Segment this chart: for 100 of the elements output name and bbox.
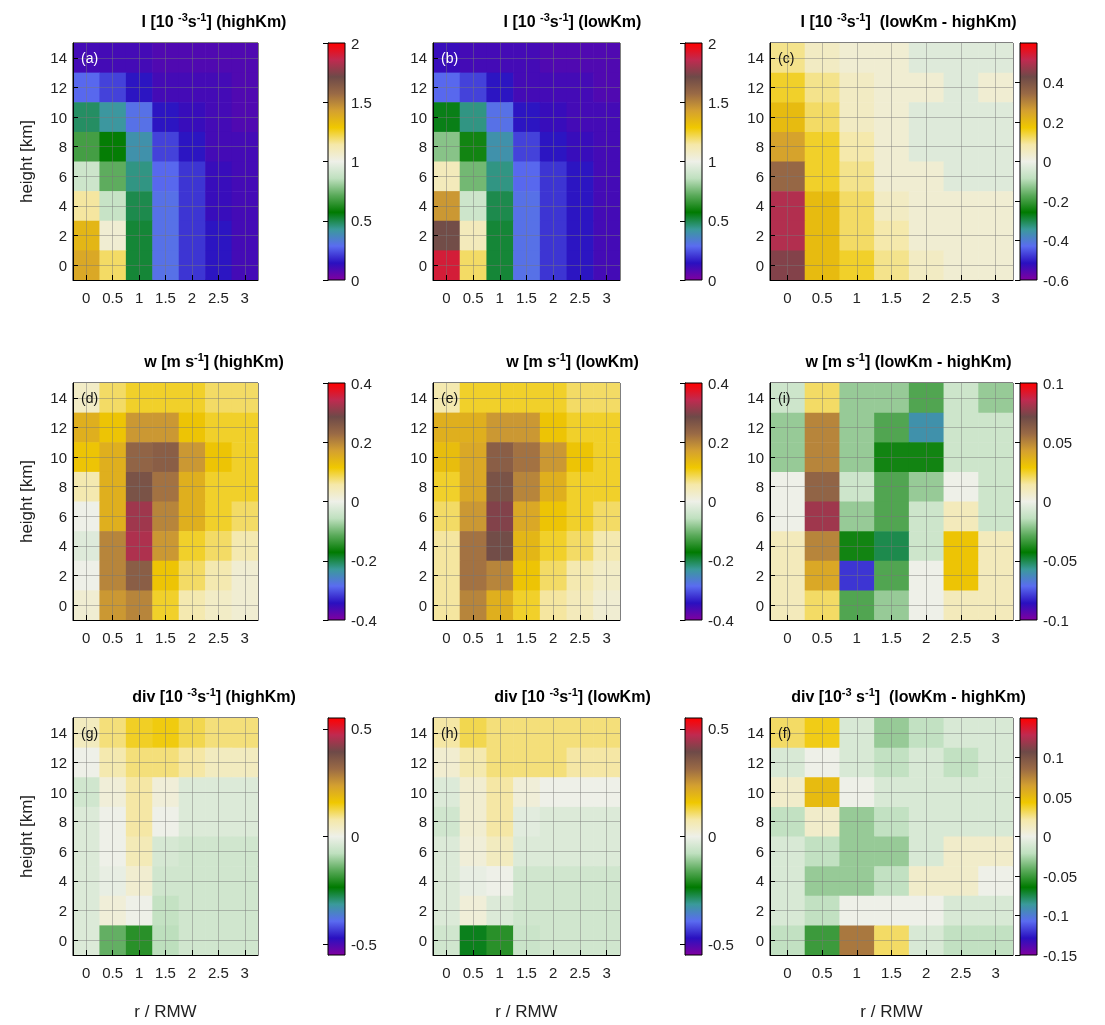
x-tick-label: 1.5 <box>516 629 537 646</box>
annotation: (a) <box>81 50 99 66</box>
x-tick-label: 2.5 <box>950 289 972 306</box>
annotation: (g) <box>81 725 99 741</box>
color-bar-label: 1.5 <box>708 93 729 111</box>
x-tick-label: 0.5 <box>462 964 484 981</box>
y-tick-label: 10 <box>50 448 67 466</box>
x-tick-label: 1.5 <box>516 289 537 306</box>
color-bar-label: 0.5 <box>708 720 729 738</box>
x-tick-label: 0.5 <box>462 289 484 306</box>
x-tick-label: 2.5 <box>569 629 591 646</box>
y-tick-label: 10 <box>410 783 427 801</box>
x-tick-label: 2.5 <box>207 964 229 981</box>
x-tick-label: 0 <box>82 289 91 306</box>
color-bar-label: -0.2 <box>708 552 734 570</box>
y-tick-label: 4 <box>418 537 427 555</box>
color-bar-label: 0 <box>351 493 360 510</box>
color-bar-label: -0.6 <box>1043 271 1069 289</box>
x-tick-label: 0.5 <box>811 964 833 981</box>
color-bar-label: 0 <box>708 493 717 510</box>
y-tick-label: 6 <box>755 842 764 860</box>
x-tick-label: 2 <box>187 289 197 306</box>
color-bar-label: -0.05 <box>1043 552 1078 570</box>
x-tick-label: 2 <box>187 629 197 646</box>
x-tick-label: 0.5 <box>102 629 124 646</box>
x-tick-label: 0 <box>442 964 451 981</box>
x-tick-label: 2 <box>922 964 931 981</box>
y-tick-label: 0 <box>755 596 764 614</box>
x-tick-label: 2 <box>549 964 558 981</box>
y-tick-label: 0 <box>58 931 67 949</box>
y-tick-label: 8 <box>755 138 764 156</box>
y-tick-label: 12 <box>410 418 427 436</box>
color-bar-label: 2 <box>708 34 717 52</box>
color-bar-label: -0.4 <box>351 611 377 629</box>
annotation: (i) <box>778 390 791 406</box>
color-bar-label: -0.1 <box>1043 611 1069 629</box>
y-tick-label: 14 <box>747 49 764 67</box>
y-tick-label: 8 <box>755 478 764 496</box>
x-tick-label: 1.5 <box>881 289 902 306</box>
y-axis-title: height [km] <box>17 794 36 879</box>
x-tick-label: 0.5 <box>102 289 124 306</box>
x-tick-label: 2 <box>922 629 931 646</box>
color-bar-label: 0.4 <box>708 374 729 392</box>
y-tick-label: 10 <box>747 448 764 466</box>
x-tick-label: 2.5 <box>950 629 972 646</box>
color-bar-label: 0.5 <box>708 212 729 230</box>
y-tick-label: 0 <box>755 256 764 274</box>
y-tick-label: 2 <box>58 567 67 585</box>
x-tick-label: 2.5 <box>207 289 229 306</box>
color-bar-label: 1 <box>351 153 360 170</box>
x-tick-label: 1 <box>852 629 861 646</box>
y-tick-label: 8 <box>755 813 764 831</box>
x-tick-label: 1 <box>852 964 861 981</box>
y-tick-label: 10 <box>747 783 764 801</box>
y-axis-title: height [km] <box>17 119 36 204</box>
x-tick-label: 1.5 <box>881 964 902 981</box>
x-tick-label: 1 <box>134 964 144 981</box>
y-tick-label: 10 <box>410 108 427 126</box>
y-tick-label: 14 <box>410 49 427 67</box>
color-bar-label: 0 <box>708 271 717 289</box>
x-tick-label: 0.5 <box>462 629 484 646</box>
y-tick-label: 14 <box>50 389 67 407</box>
x-tick-label: 2 <box>549 289 558 306</box>
y-tick-label: 2 <box>418 227 427 245</box>
color-bar-label: 0.05 <box>1043 433 1073 451</box>
y-tick-label: 2 <box>58 227 67 245</box>
x-tick-label: 2.5 <box>569 964 591 981</box>
y-tick-label: 0 <box>58 256 67 274</box>
color-bar-label: 0 <box>1043 493 1052 510</box>
x-tick-label: 1.5 <box>155 629 176 646</box>
color-bar-label: -0.2 <box>1043 192 1069 210</box>
y-tick-label: 12 <box>50 78 67 96</box>
x-tick-label: 0 <box>783 629 792 646</box>
x-tick-label: 3 <box>602 289 611 306</box>
y-tick-label: 14 <box>410 724 427 742</box>
y-tick-label: 12 <box>747 78 764 96</box>
x-tick-label: 1.5 <box>881 629 902 646</box>
color-bar-label: 0 <box>708 828 717 845</box>
color-bar-label: -0.5 <box>351 935 377 953</box>
x-tick-label: 2 <box>922 289 931 306</box>
annotation: (e) <box>441 390 459 406</box>
x-tick-label: 1.5 <box>155 289 176 306</box>
y-tick-label: 0 <box>418 256 427 274</box>
x-tick-label: 3 <box>240 289 249 306</box>
x-tick-label: 1 <box>495 964 504 981</box>
y-tick-label: 12 <box>50 418 67 436</box>
y-tick-label: 4 <box>418 872 427 890</box>
color-bar-label: 0.4 <box>1043 74 1064 91</box>
y-tick-label: 4 <box>755 197 764 215</box>
y-tick-label: 2 <box>755 902 764 920</box>
color-bar-label: 0 <box>351 271 360 289</box>
y-tick-label: 0 <box>58 596 67 614</box>
color-bar-label: 0.05 <box>1043 788 1073 806</box>
annotation: (f) <box>778 725 792 741</box>
x-axis-title: r / RMW <box>134 1002 197 1021</box>
y-tick-label: 0 <box>418 596 427 614</box>
x-tick-label: 0.5 <box>102 964 124 981</box>
x-tick-label: 1.5 <box>155 964 176 981</box>
x-tick-label: 0 <box>783 964 792 981</box>
y-tick-label: 6 <box>755 167 764 185</box>
